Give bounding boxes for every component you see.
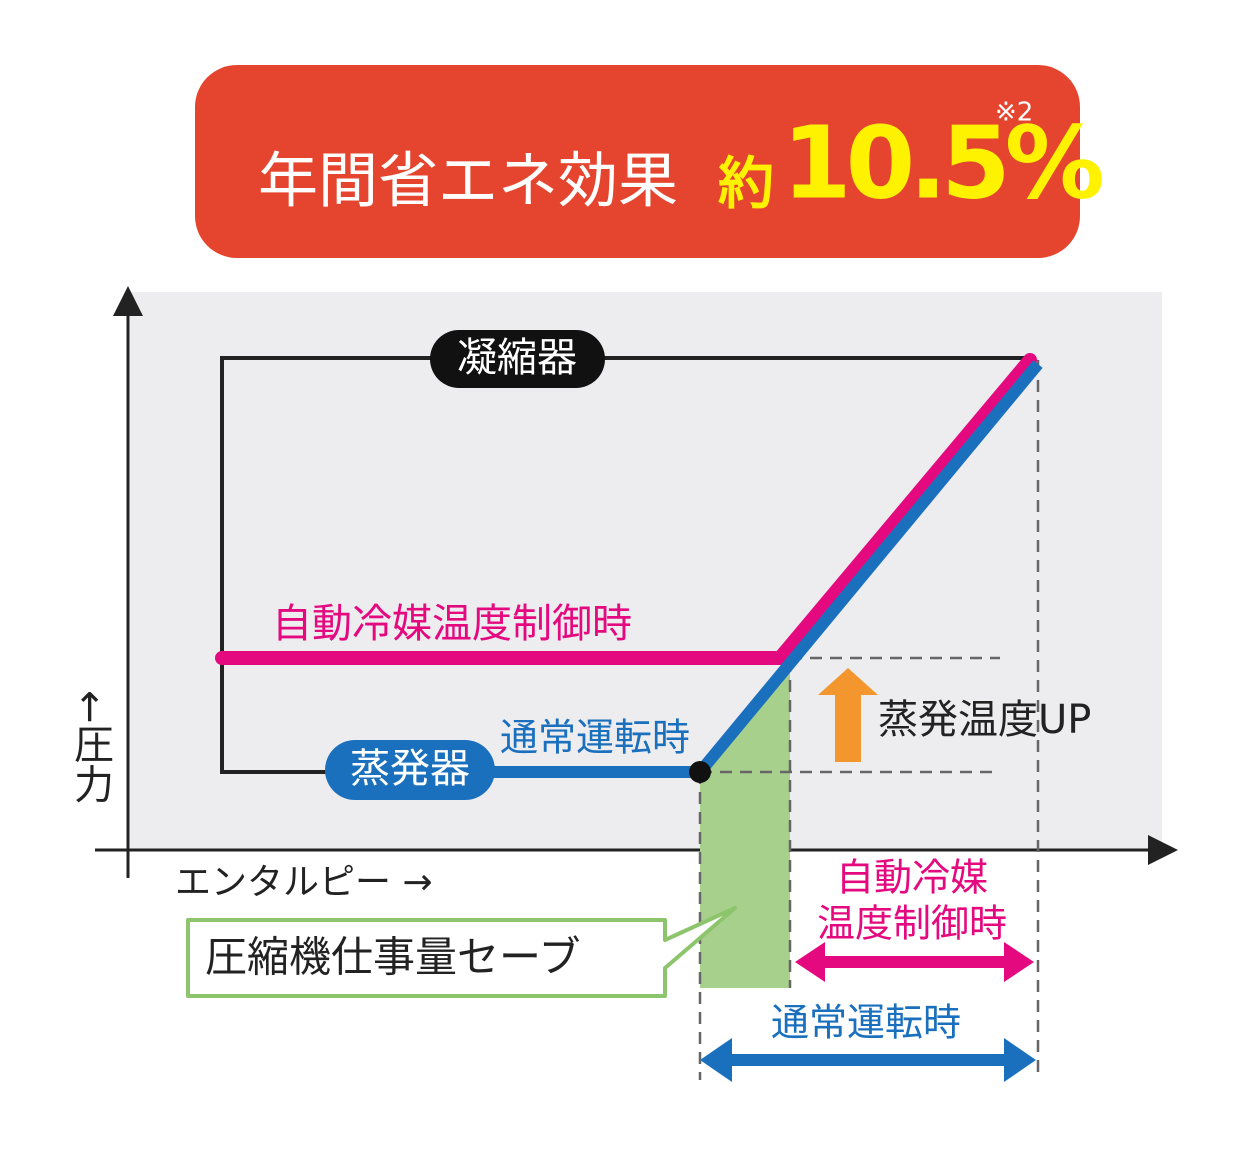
- banner-prefix: 約: [718, 152, 774, 217]
- saving-label: 圧縮機仕事量セーブ: [205, 933, 580, 982]
- banner-note: ※2: [995, 98, 1033, 128]
- auto-label: 自動冷媒温度制御時: [272, 601, 632, 647]
- banner-value: 10.5%: [782, 104, 1103, 221]
- banner-title: 年間省エネ効果: [258, 147, 678, 217]
- callout: [186, 906, 737, 998]
- condenser-label: 凝縮器: [457, 335, 577, 381]
- auto-range-label: 自動冷媒: [836, 856, 988, 900]
- up-arrow: [818, 668, 878, 762]
- y-axis-label: ←圧力: [67, 690, 113, 804]
- normal-line: [695, 360, 1043, 776]
- condenser-pill: [430, 330, 605, 388]
- normal-range-arrow: [700, 1038, 1036, 1082]
- auto-line: [215, 353, 1037, 665]
- saving-area: [700, 660, 790, 988]
- guides: [698, 360, 1040, 1080]
- evaporator-label: 蒸発器: [350, 746, 470, 792]
- banner: [195, 65, 1080, 258]
- auto-range-label: 温度制御時: [817, 902, 1007, 946]
- evap-up-label: 蒸発温度UP: [878, 697, 1091, 743]
- start-point: [689, 761, 711, 783]
- evaporator-pill: [325, 740, 495, 800]
- plot-bg: [130, 292, 1162, 850]
- normal-label: 通常運転時: [500, 716, 690, 760]
- normal-range-label: 通常運転時: [771, 1001, 961, 1045]
- auto-range-arrow: [795, 942, 1034, 982]
- x-axis-label: エンタルピー →: [175, 862, 433, 903]
